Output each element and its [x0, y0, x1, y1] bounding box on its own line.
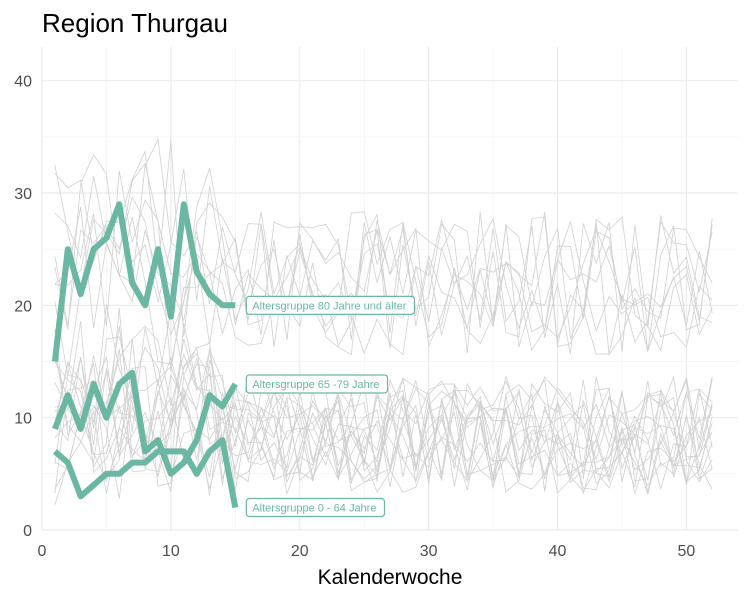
- x-tick-label: 30: [420, 543, 438, 560]
- series-callouts: Altersgruppe 80 Jahre und älter Altersgru…: [245, 295, 416, 518]
- x-tick-label: 20: [291, 543, 309, 560]
- series-label-box-0: [245, 295, 416, 315]
- grid: [41, 47, 738, 531]
- x-tick-label: 0: [38, 543, 47, 560]
- series-label-box-2: [245, 497, 386, 518]
- highlight-series: [51, 201, 239, 509]
- series-label-0: Altersgruppe 80 Jahre und älter: [252, 300, 406, 312]
- y-tick-label: 30: [14, 186, 32, 203]
- y-axis-ticks: 0 10 20 30 40: [14, 74, 32, 540]
- background-line: [54, 346, 713, 483]
- background-line: [54, 162, 713, 376]
- x-tick-label: 50: [678, 543, 696, 560]
- y-tick-label: 0: [23, 523, 32, 540]
- background-line: [54, 336, 713, 493]
- background-line: [54, 138, 713, 352]
- series-line-0: [51, 201, 236, 362]
- series-label-1: Altersgruppe 65 -79 Jahre: [252, 379, 379, 391]
- background-line: [54, 337, 713, 494]
- y-tick-label: 10: [14, 411, 32, 428]
- x-tick-label: 10: [162, 543, 180, 560]
- series-label-2: Altersgruppe 0 - 64 Jahre: [252, 503, 376, 515]
- x-axis-label: Kalenderwoche: [318, 566, 463, 589]
- background-line: [54, 320, 713, 496]
- background-line: [54, 342, 713, 483]
- series-label-box-1: [245, 374, 389, 394]
- background-line: [54, 140, 713, 356]
- x-tick-label: 40: [549, 543, 567, 560]
- series-line-2: [52, 437, 239, 509]
- background-line: [54, 322, 713, 493]
- y-tick-label: 40: [14, 74, 32, 91]
- background-line: [54, 168, 713, 348]
- background-line: [54, 365, 713, 505]
- x-axis-ticks: 0 10 20 30 40 50: [38, 543, 696, 560]
- background-line: [54, 308, 713, 495]
- chart-title: Region Thurgau: [42, 8, 228, 38]
- y-tick-label: 20: [14, 298, 32, 315]
- background-lines: [54, 138, 713, 505]
- background-line: [54, 153, 713, 365]
- series-line-1: [52, 369, 238, 477]
